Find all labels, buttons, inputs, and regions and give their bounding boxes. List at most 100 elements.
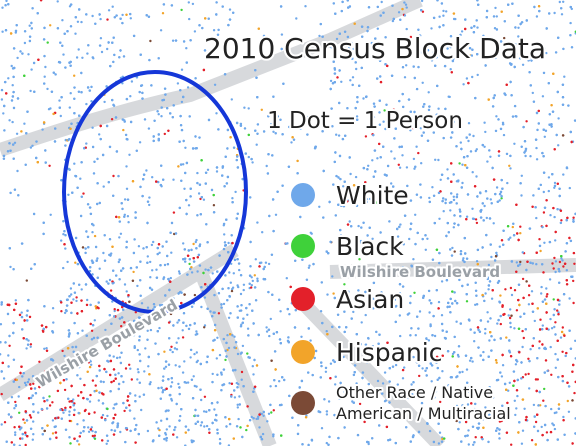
population-dot [489,331,492,334]
population-dot [95,374,99,378]
population-dot [486,311,489,314]
population-dot [494,40,497,43]
population-dot [489,317,492,320]
population-dot [62,220,65,223]
population-dot [417,151,420,155]
population-dot [171,39,175,42]
population-dot [350,225,353,228]
population-dot [320,361,323,364]
population-dot [572,218,575,221]
population-dot [162,389,165,392]
population-dot [281,376,284,379]
population-dot [21,52,24,55]
population-dot [496,427,499,430]
population-dot [187,327,191,331]
population-dot [372,115,376,119]
population-dot [14,431,17,434]
population-dot [399,223,402,226]
population-dot [340,9,343,13]
population-dot [23,421,26,424]
population-dot [96,157,99,161]
population-dot [425,367,428,370]
population-dot [122,55,126,58]
population-dot [25,347,28,350]
population-dot [506,181,509,185]
population-dot [243,106,246,109]
population-dot [383,173,387,176]
population-dot [69,64,72,67]
population-dot [553,325,556,329]
population-dot [3,129,6,132]
population-dot [155,421,158,424]
population-dot [161,391,164,394]
population-dot [157,386,160,390]
population-dot [438,412,442,416]
population-dot [199,362,202,366]
population-dot [340,394,343,398]
population-dot [73,74,76,77]
population-dot [533,319,536,323]
population-dot [451,290,454,293]
population-dot [195,238,198,242]
population-dot [236,352,240,356]
population-dot [432,359,436,362]
population-dot [334,375,337,378]
population-dot [486,160,489,163]
population-dot [161,307,165,310]
population-dot [413,76,416,80]
population-dot [532,100,536,103]
population-dot [449,248,452,251]
population-dot [112,407,115,410]
population-dot [539,318,542,321]
population-dot [550,327,554,330]
population-dot [187,1,190,4]
population-dot [55,436,58,439]
population-dot [442,9,445,13]
population-dot [541,324,544,327]
population-dot [27,53,30,56]
population-dot [482,34,485,37]
population-dot [167,277,170,281]
population-dot [148,58,151,62]
population-dot [489,155,492,158]
population-dot [308,264,311,267]
population-dot [309,339,312,342]
population-dot [467,429,470,432]
population-dot [32,212,36,216]
population-dot [518,263,522,266]
population-dot [0,88,4,92]
population-dot [68,419,72,423]
population-dot [26,343,30,346]
population-dot [339,177,342,181]
population-dot [163,132,166,136]
population-dot [15,24,18,27]
population-dot [551,262,554,265]
population-dot [552,313,555,317]
population-dot [501,404,504,407]
population-dot [306,115,310,119]
population-dot [397,54,401,57]
population-dot [150,84,153,87]
population-dot [98,44,102,47]
population-dot [80,161,83,164]
population-dot [274,384,278,388]
population-dot [134,394,137,397]
population-dot [352,184,356,187]
population-dot [232,146,236,149]
population-dot [77,90,81,94]
population-dot [448,95,451,99]
population-dot [511,225,514,229]
population-dot [87,351,91,355]
population-dot [233,396,237,399]
population-dot [190,305,194,308]
population-dot [119,361,123,365]
population-dot [98,13,101,16]
population-dot [80,71,83,75]
population-dot [376,157,379,160]
population-dot [521,277,525,281]
population-dot [280,33,284,36]
population-dot [184,425,188,428]
population-dot [558,260,562,264]
population-dot [442,14,445,17]
population-dot [279,118,282,122]
